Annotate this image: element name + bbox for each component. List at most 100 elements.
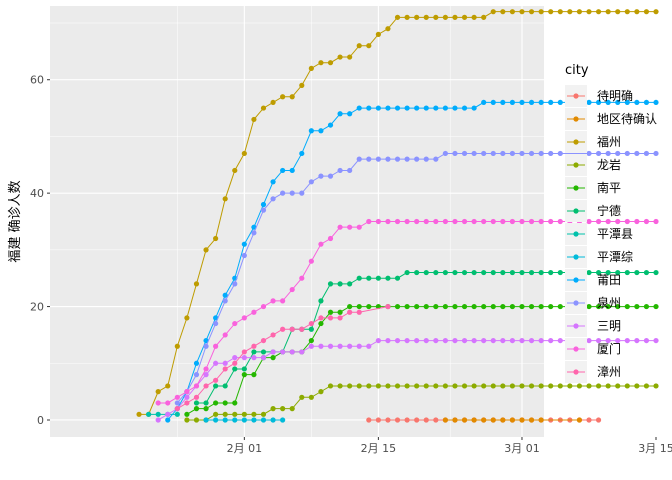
data-point [538, 150, 544, 157]
data-point [299, 190, 305, 196]
data-point [586, 337, 592, 344]
legend-key-point [573, 254, 579, 260]
data-point [213, 320, 219, 327]
legend-key-point [573, 300, 579, 306]
data-point [260, 105, 267, 111]
data-point [232, 167, 238, 174]
data-point [653, 9, 659, 15]
data-point [643, 269, 650, 276]
data-point [567, 9, 573, 15]
data-point [481, 303, 487, 310]
data-point [538, 303, 544, 310]
data-point [356, 105, 362, 111]
data-point [548, 99, 554, 106]
data-point [538, 417, 544, 423]
data-point [299, 275, 305, 281]
data-point [509, 9, 516, 15]
data-point [538, 383, 544, 389]
data-point [241, 411, 247, 417]
data-point [615, 383, 621, 389]
data-point [586, 269, 592, 276]
data-point [318, 60, 324, 66]
data-point [605, 218, 611, 225]
data-point [548, 337, 554, 344]
legend-key-point [573, 369, 579, 375]
legend-label: 龙岩 [597, 157, 621, 172]
data-point [471, 14, 477, 20]
data-point [366, 156, 372, 162]
data-point [404, 337, 410, 344]
data-point [461, 383, 468, 389]
data-point [442, 14, 448, 20]
data-point [414, 269, 420, 276]
data-point [155, 411, 161, 417]
data-point [519, 150, 525, 157]
data-point [222, 196, 228, 202]
data-point [423, 14, 429, 20]
data-point [433, 14, 439, 20]
data-point [643, 150, 650, 157]
legend-label: 平潭县 [597, 227, 633, 241]
data-point [586, 218, 592, 225]
data-point [232, 355, 238, 361]
data-point [423, 105, 429, 111]
data-point [213, 343, 219, 349]
data-point [299, 326, 305, 332]
x-tick-label: 2月 01 [227, 442, 263, 455]
data-point [452, 105, 458, 111]
data-point [615, 218, 621, 225]
data-point [260, 201, 267, 208]
legend-label: 待明确 [597, 89, 633, 103]
data-point [595, 337, 602, 344]
data-point [385, 337, 391, 344]
data-point [452, 417, 458, 423]
data-point [423, 337, 429, 344]
data-point [241, 417, 247, 423]
data-point [586, 303, 592, 310]
data-point [414, 14, 420, 20]
data-point [634, 337, 640, 344]
data-point [327, 309, 334, 315]
data-point [251, 224, 257, 230]
data-point [184, 315, 190, 321]
data-point [423, 417, 429, 423]
data-point [452, 383, 458, 389]
data-point [404, 383, 410, 389]
data-point [280, 298, 286, 304]
x-axis: 2月 01 2月 15 3月 01 3月 15 [227, 437, 672, 455]
data-point [366, 417, 372, 423]
data-point [203, 372, 209, 378]
data-point [481, 99, 487, 106]
data-point [251, 372, 257, 378]
data-point [203, 343, 209, 349]
series-福州 [136, 9, 659, 417]
data-point [634, 383, 640, 389]
data-point [184, 411, 190, 417]
legend-key-point [573, 162, 579, 168]
data-point [222, 383, 228, 389]
data-point [318, 389, 324, 395]
data-point [366, 218, 372, 225]
data-point [634, 9, 640, 15]
data-point [394, 417, 401, 423]
data-point [337, 281, 343, 287]
data-point [461, 417, 468, 423]
data-point [270, 196, 276, 202]
data-point [423, 156, 429, 162]
data-point [586, 383, 592, 389]
data-point [653, 337, 659, 344]
data-point [605, 99, 611, 106]
data-point [375, 275, 381, 281]
data-point [394, 105, 401, 111]
y-tick-label: 40 [30, 187, 44, 200]
data-point [624, 99, 630, 106]
data-point [509, 99, 516, 106]
data-point [548, 218, 554, 225]
data-point [146, 411, 152, 417]
data-point [634, 303, 640, 310]
data-point [605, 150, 611, 157]
data-point [481, 417, 487, 423]
data-point [203, 366, 209, 372]
data-point [500, 383, 506, 389]
data-point [595, 303, 602, 310]
